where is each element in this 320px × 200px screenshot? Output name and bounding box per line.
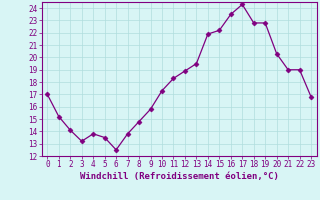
X-axis label: Windchill (Refroidissement éolien,°C): Windchill (Refroidissement éolien,°C) [80,172,279,181]
